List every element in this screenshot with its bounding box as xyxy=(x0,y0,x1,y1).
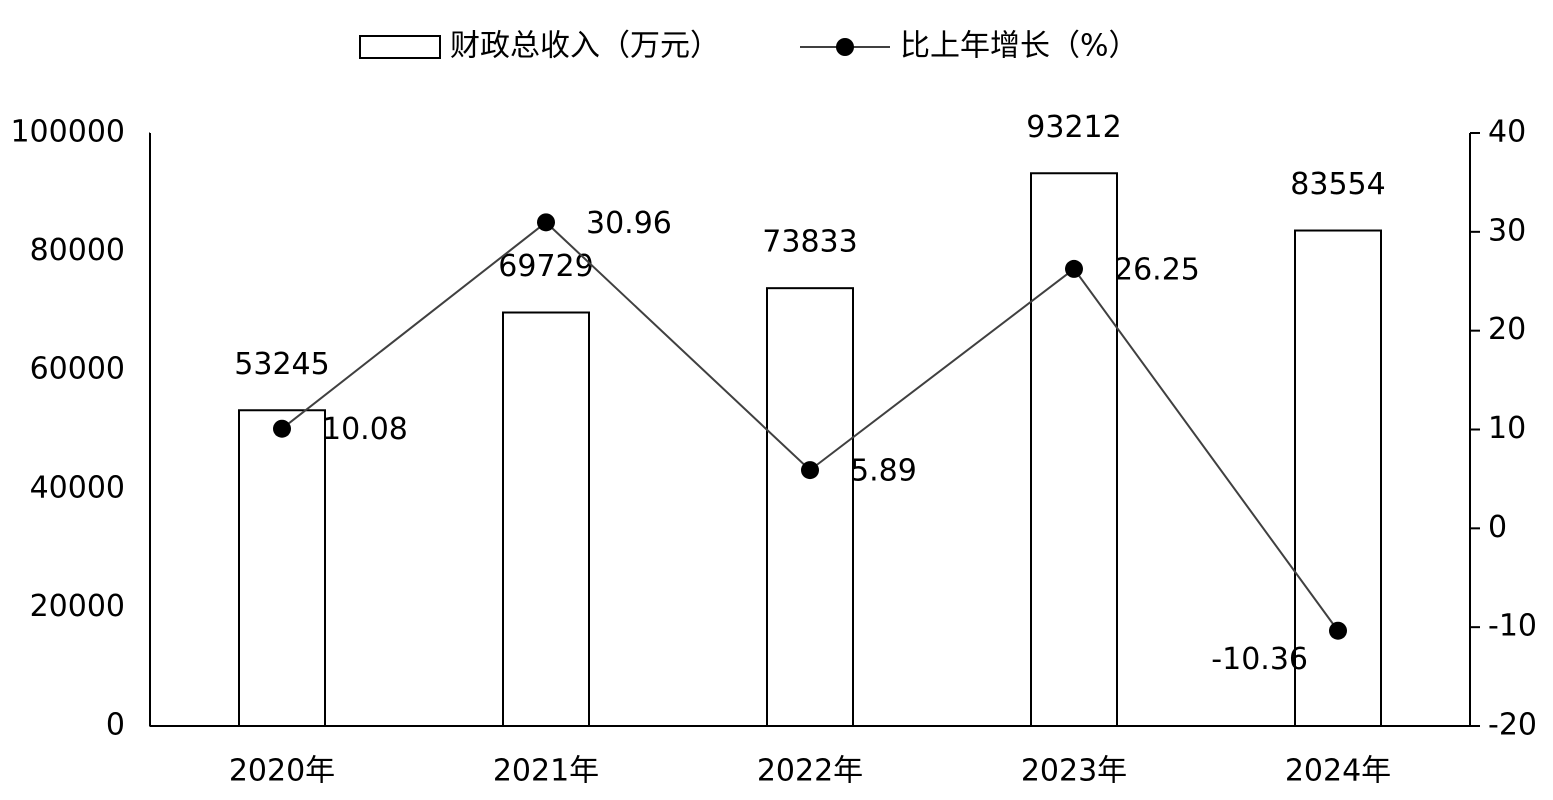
bar xyxy=(766,287,854,727)
line-marker xyxy=(537,213,555,232)
legend-label: 财政总收入（万元） xyxy=(450,29,720,64)
bar-value-label: 73833 xyxy=(762,225,857,260)
line-marker xyxy=(273,419,291,438)
bar-value-label: 53245 xyxy=(234,347,329,382)
bar xyxy=(238,409,326,727)
line-value-label: 30.96 xyxy=(586,206,672,241)
y2-tick-label: -10 xyxy=(1488,609,1537,644)
y-tick-label: 40000 xyxy=(30,470,125,505)
line-marker xyxy=(1329,621,1347,640)
bar-value-label: 83554 xyxy=(1290,167,1385,202)
bar xyxy=(1294,229,1382,727)
y2-tick-label: -20 xyxy=(1488,708,1537,743)
line-value-label: 5.89 xyxy=(850,454,917,489)
y2-tick-label: 30 xyxy=(1488,213,1526,248)
x-tick-label: 2020年 xyxy=(229,754,335,789)
y-tick-label: 60000 xyxy=(30,352,125,387)
y-tick-label: 20000 xyxy=(30,589,125,624)
y2-tick-label: 10 xyxy=(1488,411,1526,446)
legend-marker xyxy=(836,38,854,56)
legend-label: 比上年增长（%） xyxy=(900,29,1139,64)
line-value-label: -10.36 xyxy=(1211,642,1308,677)
y2-tick-label: 20 xyxy=(1488,312,1526,347)
line-value-label: 26.25 xyxy=(1114,252,1200,287)
y-tick-label: 80000 xyxy=(30,233,125,268)
line-marker xyxy=(801,461,819,480)
x-tick-label: 2022年 xyxy=(757,754,863,789)
y2-tick-label: 0 xyxy=(1488,510,1507,545)
y-tick-label: 100000 xyxy=(10,115,125,150)
bar-value-label: 93212 xyxy=(1026,110,1121,145)
bar xyxy=(1030,172,1118,727)
y-tick-label: 0 xyxy=(106,708,125,743)
y2-tick-label: 40 xyxy=(1488,115,1526,150)
x-tick-label: 2021年 xyxy=(493,754,599,789)
legend-swatch xyxy=(359,35,441,59)
x-tick-label: 2023年 xyxy=(1021,754,1127,789)
line-marker xyxy=(1065,259,1083,278)
line-value-label: 10.08 xyxy=(322,412,408,447)
bar xyxy=(502,311,590,727)
x-tick-label: 2024年 xyxy=(1285,754,1391,789)
bar-value-label: 69729 xyxy=(498,249,593,284)
